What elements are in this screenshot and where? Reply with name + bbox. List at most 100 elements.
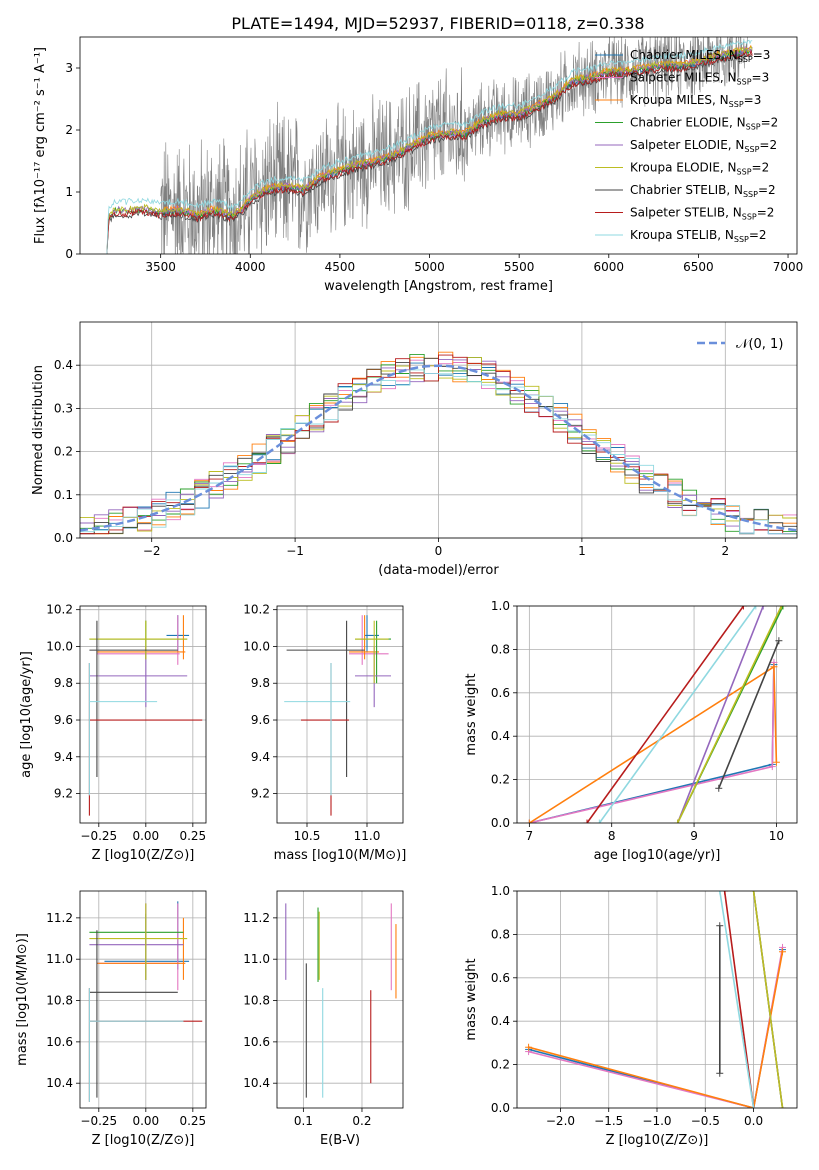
y-tick-label: 10.0 <box>46 639 73 653</box>
series-salpeter-stelib <box>583 606 747 823</box>
y-tick-label: 9.6 <box>251 713 270 727</box>
x-axis-label: mass [log10(M/M⊙)] <box>274 848 407 863</box>
y-tick-label: 0.0 <box>491 816 510 830</box>
x-tick-label: −0.5 <box>691 1114 720 1128</box>
errorbar-kroupa-miles <box>96 917 186 980</box>
x-tick-label: 7 <box>526 829 534 843</box>
series-line <box>752 891 784 1108</box>
y-axis-label: Normed distribution <box>31 365 46 495</box>
y-tick-label: 1.0 <box>491 884 510 898</box>
y-tick-label: 10.6 <box>243 1035 270 1049</box>
x-tick-label: −2 <box>143 544 161 558</box>
x-tick-label: 0.2 <box>352 1114 371 1128</box>
y-tick-label: 0.4 <box>54 358 73 372</box>
x-tick-label: 0.00 <box>132 829 159 843</box>
y-tick-label: 10.0 <box>243 639 270 653</box>
y-tick-label: 1.0 <box>491 599 510 613</box>
y-tick-label: 9.4 <box>251 750 270 764</box>
plot-area-weight_vs_age <box>525 606 787 823</box>
y-tick-label: 9.2 <box>251 787 270 801</box>
x-tick-label: 3500 <box>145 260 176 274</box>
errorbar-chabrier-stelib <box>89 930 178 1098</box>
axes-frame <box>276 890 404 1109</box>
y-axis-label: age [log10(age/yr)] <box>19 651 34 778</box>
plot-area-age_vs_Z <box>88 615 203 816</box>
x-tick-label: 11.0 <box>354 829 381 843</box>
y-tick-label: 0.8 <box>491 927 510 941</box>
y-tick-label: 0.8 <box>491 642 510 656</box>
errorbar-kroupa-elodie <box>89 620 188 660</box>
x-tick-label: 5000 <box>414 260 445 274</box>
x-axis-label: (data-model)/error <box>378 563 499 578</box>
x-tick-label: 8 <box>608 829 616 843</box>
y-tick-label: 10.8 <box>243 994 270 1008</box>
errorbar-salpeter-miles <box>349 615 389 665</box>
plot-area-mass_vs_Z <box>88 901 203 1102</box>
y-tick-label: 9.8 <box>251 676 270 690</box>
y-tick-label: 0.1 <box>54 488 73 502</box>
legend-label: Chabrier MILES, NSSP=3 <box>630 48 770 64</box>
x-tick-label: 6000 <box>594 260 625 274</box>
y-axis-label: mass weight <box>464 673 479 755</box>
series-kroupa-stelib <box>595 606 760 823</box>
model-spectrum-kroupa-stelib <box>106 39 753 254</box>
y-tick-label: 10.6 <box>46 1035 73 1049</box>
legend-label: Salpeter STELIB, NSSP=2 <box>630 206 774 222</box>
errorbar-chabrier-stelib <box>89 620 178 778</box>
panel-spectrum: 3500 4000 4500 5000 5500 6000 6500 7000 0 1 2 3 wave… <box>33 36 803 294</box>
legend-label: Kroupa ELODIE, NSSP=2 <box>630 161 769 177</box>
x-tick-label: −1.5 <box>594 1114 623 1128</box>
y-tick-label: 10.2 <box>243 603 270 617</box>
errorbar-kroupa-stelib <box>88 988 184 1102</box>
x-tick-label: 5500 <box>504 260 535 274</box>
x-axis-label: Z [log10(Z/Z⊙)] <box>92 848 195 863</box>
y-tick-label: 10.4 <box>243 1076 270 1090</box>
series-chabrier-miles <box>525 946 787 1108</box>
y-tick-label: 9.6 <box>54 713 73 727</box>
x-tick-label: 0.00 <box>132 1114 159 1128</box>
legend-label: Kroupa MILES, NSSP=3 <box>630 93 761 109</box>
axes-frame <box>276 605 404 824</box>
panel-weight_vs_Z: −2.0 −1.5 −1.0 −0.5 0.0 0.0 0.2 0.4 0.6 0.8 1.0 Z [… <box>464 884 798 1148</box>
x-tick-label: 10.5 <box>294 829 321 843</box>
x-axis-label: Z [log10(Z/Z⊙)] <box>92 1133 195 1148</box>
x-tick-label: 1 <box>578 544 586 558</box>
y-tick-label: 11.0 <box>243 952 270 966</box>
x-tick-label: 0 <box>435 544 443 558</box>
y-tick-label: 9.4 <box>54 750 73 764</box>
y-tick-label: 0.6 <box>491 971 510 985</box>
observed-spectrum <box>160 37 748 254</box>
x-tick-label: −2.0 <box>546 1114 575 1128</box>
errorbar-salpeter-elodie <box>89 903 184 980</box>
y-tick-label: 1 <box>65 185 73 199</box>
y-tick-label: 10.8 <box>46 994 73 1008</box>
series-kroupa-miles <box>525 663 780 823</box>
model-spectrum-salpeter-elodie <box>106 47 753 254</box>
errorbar-salpeter-miles <box>96 615 180 665</box>
model-spectrum-kroupa-elodie <box>106 45 753 254</box>
y-tick-label: 10.4 <box>46 1076 73 1090</box>
legend-label: 𝒩(0, 1) <box>736 337 783 352</box>
y-tick-label: 0 <box>65 247 73 261</box>
y-tick-label: 2 <box>65 123 73 137</box>
errorbar-salpeter-miles <box>96 903 180 991</box>
x-tick-label: 4000 <box>235 260 266 274</box>
axes-frame <box>516 605 798 824</box>
y-axis-label: mass weight <box>464 958 479 1040</box>
legend-label: Salpeter ELODIE, NSSP=2 <box>630 138 777 154</box>
panel-mass_vs_Z: −0.25 0.00 0.25 10.4 10.6 10.8 11.0 11.2 Z [log1… <box>15 890 207 1148</box>
series-salpeter-elodie <box>674 606 767 823</box>
x-tick-label: −1.0 <box>642 1114 671 1128</box>
errorbar-kroupa-miles <box>96 615 186 660</box>
errorbar-kroupa-elodie <box>355 620 389 684</box>
legend-label: Kroupa STELIB, NSSP=2 <box>630 228 767 244</box>
series-kroupa-elodie <box>674 606 785 823</box>
series-line <box>528 951 784 1108</box>
series-line <box>586 606 745 823</box>
series-chabrier-stelib <box>715 637 783 792</box>
x-axis-label: Z [log10(Z/Z⊙)] <box>606 1133 709 1148</box>
x-tick-label: −0.25 <box>80 1114 117 1128</box>
y-tick-label: 11.0 <box>46 952 73 966</box>
errorbar-kroupa-stelib <box>284 663 351 796</box>
y-tick-label: 11.2 <box>46 911 73 925</box>
